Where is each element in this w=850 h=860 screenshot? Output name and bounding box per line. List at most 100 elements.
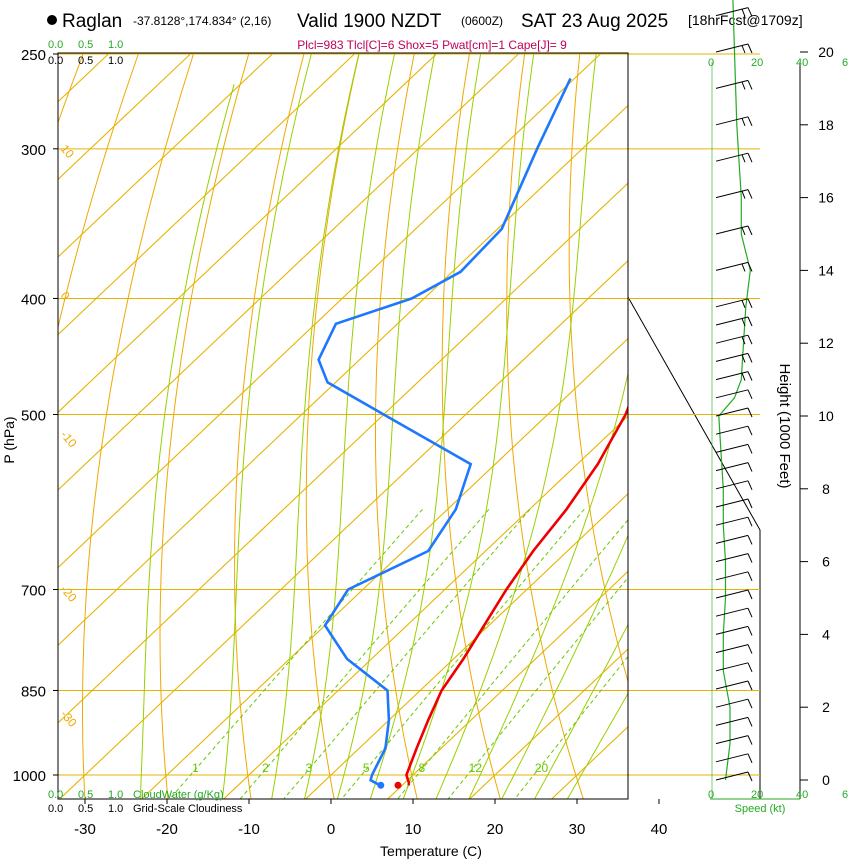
dry-adiabat-line xyxy=(82,53,194,799)
barb-flag xyxy=(747,152,753,163)
barb-flag xyxy=(747,535,753,545)
barb-flag xyxy=(747,371,753,381)
barb-shaft xyxy=(715,189,749,199)
barb-half-flag xyxy=(741,154,746,163)
wind-barb xyxy=(715,425,753,436)
mixing-ratio-label: 1 xyxy=(192,761,199,775)
isotherm-line xyxy=(58,260,628,799)
mixing-ratio-label: 20 xyxy=(535,761,549,775)
height-tick-label: 6 xyxy=(822,554,830,570)
top-cw-tick-0: 0.0 xyxy=(48,39,63,51)
barb-flag xyxy=(747,753,753,764)
x-tick-label: 30 xyxy=(569,821,586,838)
barb-shaft xyxy=(715,425,749,435)
cw-tick-1: 0.5 xyxy=(78,789,93,801)
barb-half-flag xyxy=(741,263,746,272)
isotherm-line xyxy=(58,53,191,181)
barb-flag xyxy=(747,698,753,709)
barb-shaft xyxy=(715,116,749,126)
barb-flag xyxy=(747,80,753,90)
wind-barb xyxy=(715,498,753,509)
cl-tick-2: 1.0 xyxy=(108,803,123,815)
top-speed-tick-0: 0 xyxy=(708,57,714,69)
barb-half-flag xyxy=(741,372,746,381)
barb-shaft xyxy=(715,516,749,526)
barb-shaft xyxy=(715,462,749,472)
wind-barb xyxy=(715,189,753,199)
dry-adiabat-label: 0 xyxy=(58,289,73,303)
mixing-ratio-label: 8 xyxy=(418,761,425,775)
wind-barb xyxy=(715,553,753,563)
barb-flag xyxy=(747,717,753,727)
wind-barb xyxy=(715,298,753,309)
p-tick-label: 500 xyxy=(21,408,46,425)
barb-flag xyxy=(747,189,753,199)
wind-barb xyxy=(715,571,753,582)
dry-adiabat-label: -30 xyxy=(58,707,80,730)
barb-shaft xyxy=(715,753,749,763)
barb-half-flag xyxy=(741,318,746,327)
p-tick-label: 1000 xyxy=(13,768,46,785)
isotherm-line xyxy=(550,725,628,799)
barb-flag xyxy=(747,516,753,527)
moist-adiabat-line xyxy=(468,371,628,799)
wind-barb xyxy=(715,152,753,163)
moist-adiabat-line xyxy=(336,53,436,799)
barb-flag xyxy=(747,480,753,491)
isotherm-line xyxy=(304,492,628,799)
barb-flag xyxy=(747,589,753,600)
barb-half-flag xyxy=(741,300,746,308)
barb-flag xyxy=(747,607,753,618)
wind-barb xyxy=(715,43,753,54)
dry-adiabat-label: 10 xyxy=(58,142,78,161)
wind-barb xyxy=(715,589,753,600)
height-tick-label: 8 xyxy=(822,481,830,497)
wind-barb xyxy=(715,771,753,782)
dry-adiabat-label: -20 xyxy=(58,582,80,605)
wind-barb xyxy=(715,352,753,363)
barb-shaft xyxy=(715,316,749,326)
wind-panel xyxy=(627,0,801,799)
mixing-ratio-line xyxy=(447,576,628,799)
barb-flag xyxy=(747,407,753,418)
barb-shaft xyxy=(715,680,749,690)
barb-shaft xyxy=(715,152,749,162)
barb-flag xyxy=(747,7,753,17)
wind-barb xyxy=(715,316,753,327)
barb-shaft xyxy=(715,334,749,344)
isotherm-line xyxy=(58,53,273,258)
barb-flag xyxy=(747,735,753,745)
moist-adiabat-line xyxy=(501,534,628,799)
wind-barb xyxy=(715,698,753,709)
isotherm-line xyxy=(58,104,628,647)
x-tick-label: 20 xyxy=(487,821,504,838)
barb-flag xyxy=(747,444,753,454)
barb-shaft xyxy=(715,716,749,726)
mixing-ratio-line xyxy=(169,508,423,799)
barb-shaft xyxy=(715,644,749,654)
barb-flag xyxy=(747,626,753,636)
bottom-speed-tick-3: 6 xyxy=(842,789,848,801)
barb-shaft xyxy=(715,43,749,53)
height-tick-label: 14 xyxy=(818,262,834,278)
height-tick-label: 0 xyxy=(822,772,830,788)
barb-shaft xyxy=(715,553,749,563)
cw-tick-0: 0.0 xyxy=(48,789,63,801)
mixing-ratio-label: 12 xyxy=(469,761,483,775)
barb-half-flag xyxy=(741,354,746,363)
dry-adiabat-line xyxy=(441,53,501,799)
barb-half-flag xyxy=(741,118,746,126)
cw-tick-2: 1.0 xyxy=(108,789,123,801)
barb-shaft xyxy=(715,443,749,453)
cl-tick-1: 0.5 xyxy=(78,803,93,815)
p-tick-label: 850 xyxy=(21,683,46,700)
dry-adiabat-line xyxy=(159,53,250,799)
height-tick-label: 10 xyxy=(818,408,834,424)
dry-adiabat-line xyxy=(745,54,850,800)
mixing-ratio-label: 2 xyxy=(262,761,269,775)
barb-flag xyxy=(747,662,753,673)
surface-temp-dot xyxy=(394,781,402,789)
wind-barb xyxy=(715,79,753,90)
wind-barb xyxy=(715,680,753,691)
